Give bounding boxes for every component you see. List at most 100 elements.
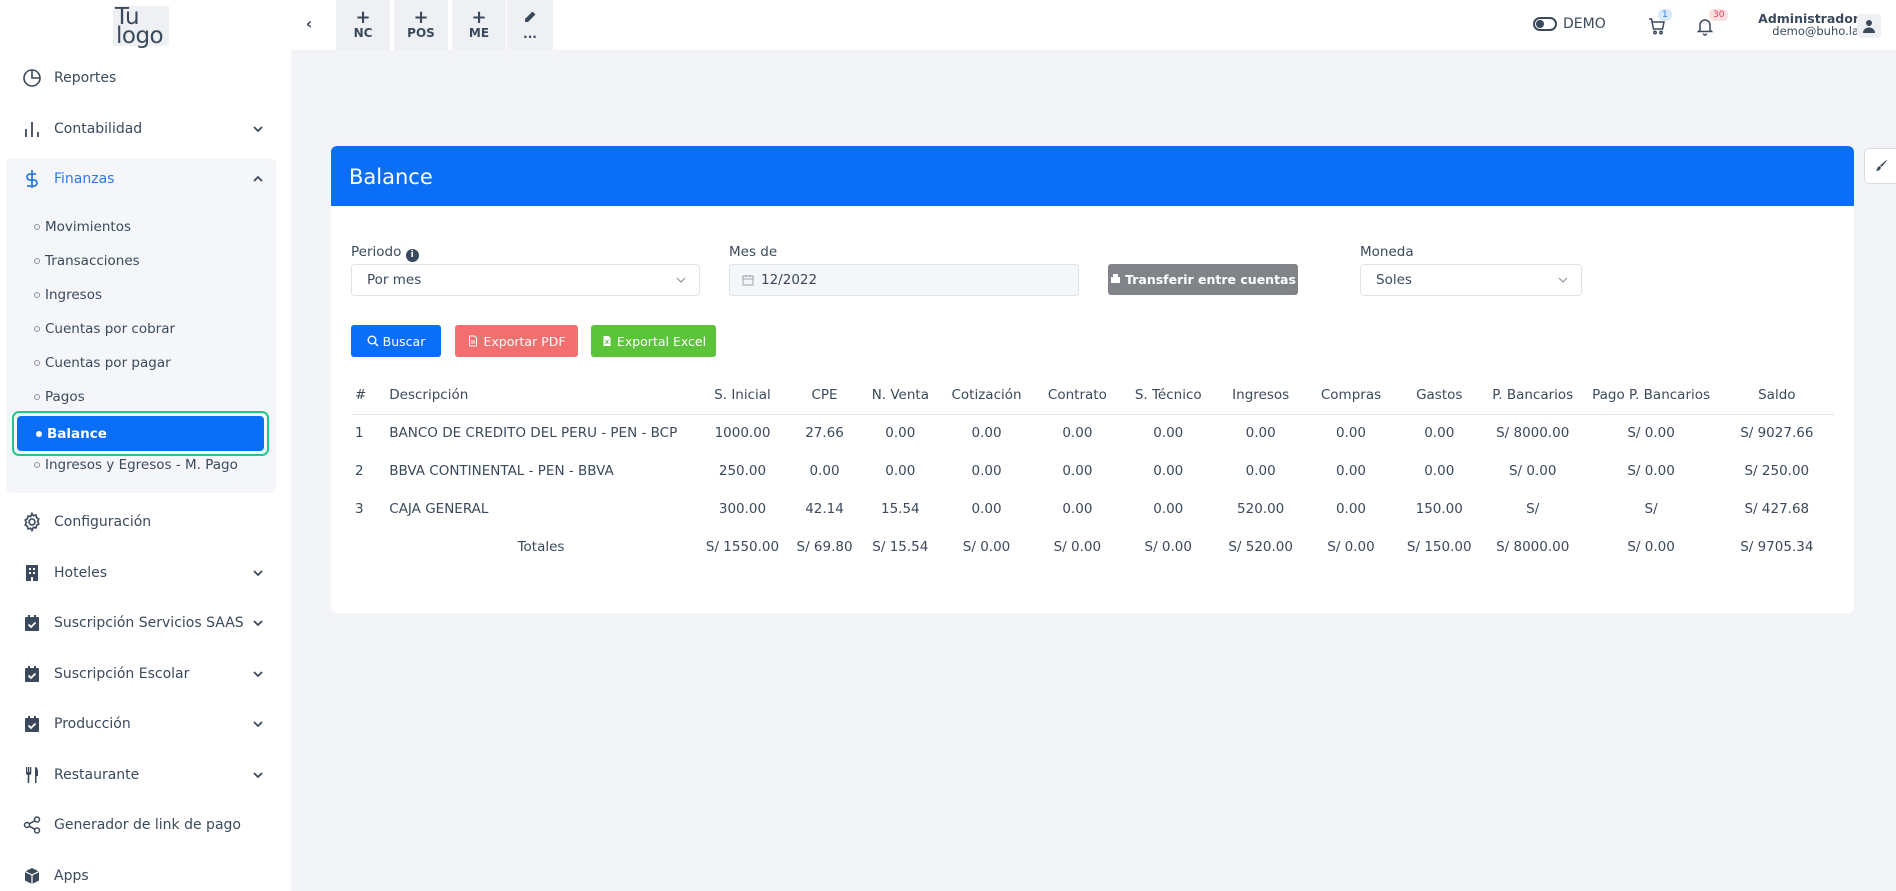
plus-icon: + xyxy=(413,7,429,28)
chevron-down-icon xyxy=(251,616,265,630)
table-cell: 520.00 xyxy=(1237,501,1285,517)
table-cell: 0.00 xyxy=(1153,463,1184,479)
sidebar-item-produccion[interactable]: Producción xyxy=(0,704,291,744)
logo[interactable]: Tu logo xyxy=(113,6,169,49)
table-cell: 0.00 xyxy=(971,463,1002,479)
export-excel-button[interactable]: Exportal Excel xyxy=(591,325,716,357)
customizer-tab[interactable] xyxy=(1864,148,1896,184)
buscar-button[interactable]: Buscar xyxy=(351,325,441,357)
sidebar-item-label: Suscripción Servicios SAAS xyxy=(54,615,244,631)
sidebar-item-label: Apps xyxy=(54,868,89,884)
sub-item-balance[interactable]: Balance xyxy=(17,416,264,451)
table-cell: 0.00 xyxy=(971,425,1002,442)
sidebar-item-label: Producción xyxy=(54,716,131,732)
top-bar: ‹ + NC + POS + ME ... DEMO 1 30 Administ… xyxy=(291,0,1896,50)
sidebar-item-hoteles[interactable]: Hoteles xyxy=(0,553,291,593)
column-header: N. Venta xyxy=(860,376,940,415)
sidebar-item-label: Hoteles xyxy=(54,565,107,581)
totals-row: Totales S/ 1550.00 S/ 69.80 S/ 15.54 S/ 0.00… xyxy=(351,528,1834,566)
table-cell: 3 xyxy=(355,501,364,517)
info-icon[interactable]: i xyxy=(405,249,419,262)
column-header: S. Inicial xyxy=(696,376,789,415)
table-cell: 0.00 xyxy=(1153,501,1184,517)
cart-icon[interactable] xyxy=(1647,16,1667,36)
sidebar-item-label: Generador de link de pago xyxy=(54,817,241,833)
table-cell: 1 xyxy=(355,425,364,442)
chevron-down-icon xyxy=(675,274,687,286)
table-cell: 0.00 xyxy=(885,463,916,479)
totals-cell: Totales xyxy=(517,539,565,555)
table-cell: 42.14 xyxy=(805,501,844,517)
column-header: Gastos xyxy=(1395,376,1483,415)
column-header: CPE xyxy=(788,376,861,415)
table-cell: 27.66 xyxy=(805,425,844,442)
column-header: Contrato xyxy=(1033,376,1122,415)
user-email: demo@buho.la xyxy=(1772,24,1859,38)
moneda-label: Moneda xyxy=(1360,244,1414,260)
calendar-icon xyxy=(742,274,754,286)
sub-item-pagos[interactable]: Pagos xyxy=(34,385,85,409)
chevron-down-icon xyxy=(251,768,265,782)
utensils-icon xyxy=(22,765,42,785)
sub-item-cuentas-por-pagar[interactable]: Cuentas por pagar xyxy=(34,351,171,375)
totals-cell: S/ 8000.00 xyxy=(1496,539,1570,555)
sidebar-item-contabilidad[interactable]: Contabilidad xyxy=(0,109,291,149)
table-cell: 1000.00 xyxy=(714,425,771,442)
sidebar-item-reportes[interactable]: Reportes xyxy=(0,58,291,98)
periodo-select[interactable]: Por mes xyxy=(351,264,700,296)
moneda-select[interactable]: Soles xyxy=(1360,264,1582,296)
table-cell: 0.00 xyxy=(1245,425,1276,442)
mes-date-input[interactable]: 12/2022 xyxy=(729,264,1079,296)
demo-toggle[interactable]: DEMO xyxy=(1533,16,1606,32)
sub-item-cuentas-por-cobrar[interactable]: Cuentas por cobrar xyxy=(34,317,175,341)
sub-item-ingresos[interactable]: Ingresos xyxy=(34,283,102,307)
chevron-left-icon[interactable]: ‹ xyxy=(305,14,313,33)
quick-me-button[interactable]: + ME xyxy=(452,0,506,50)
quick-nc-button[interactable]: + NC xyxy=(336,0,390,50)
pie-chart-icon xyxy=(22,68,42,88)
sub-item-ingresos-egresos[interactable]: Ingresos y Egresos - M. Pago xyxy=(34,453,238,477)
table-cell: 0.00 xyxy=(1424,463,1455,479)
dollar-icon xyxy=(22,169,42,189)
table-cell: 0.00 xyxy=(1062,463,1093,479)
sub-item-transacciones[interactable]: Transacciones xyxy=(34,249,140,273)
chevron-down-icon xyxy=(251,667,265,681)
transfer-button[interactable]: Transferir entre cuentas xyxy=(1108,264,1298,295)
bell-icon[interactable] xyxy=(1695,16,1715,36)
quick-pos-button[interactable]: + POS xyxy=(394,0,448,50)
totals-cell: S/ 0.00 xyxy=(1053,539,1102,555)
totals-cell: S/ 0.00 xyxy=(962,539,1011,555)
share-icon xyxy=(22,815,42,835)
sidebar-item-restaurante[interactable]: Restaurante xyxy=(0,755,291,795)
column-header: Compras xyxy=(1306,376,1396,415)
logo-line-2: logo xyxy=(116,23,164,49)
table-cell: S/ 0.00 xyxy=(1508,463,1557,479)
sub-item-movimientos[interactable]: Movimientos xyxy=(34,215,131,239)
balance-card: Balance Periodo i Por mes Mes de 12/2022… xyxy=(331,146,1854,613)
sidebar-item-label: Contabilidad xyxy=(54,121,143,137)
table-cell: BANCO DE CREDITO DEL PERU - PEN - BCP xyxy=(389,425,678,442)
sidebar-item-label: Restaurante xyxy=(54,767,140,783)
table-cell: CAJA GENERAL xyxy=(389,501,489,517)
calendar-check-icon xyxy=(22,714,42,734)
plus-icon: + xyxy=(471,7,487,28)
column-header: Descripción xyxy=(385,376,697,415)
sidebar-item-suscripcion-escolar[interactable]: Suscripción Escolar xyxy=(0,654,291,694)
file-pdf-icon xyxy=(467,335,479,347)
sidebar-item-apps[interactable]: Apps xyxy=(0,856,291,891)
column-header: Saldo xyxy=(1719,376,1834,415)
table-cell: 0.00 xyxy=(1062,501,1093,517)
chevron-down-icon xyxy=(1557,274,1569,286)
avatar[interactable] xyxy=(1857,14,1881,38)
table-cell: S/ xyxy=(1644,501,1658,517)
sidebar-item-configuracion[interactable]: Configuración xyxy=(0,502,291,542)
sidebar-item-finanzas[interactable]: Finanzas xyxy=(0,159,291,199)
cart-count-badge: 1 xyxy=(1658,9,1672,21)
export-pdf-button[interactable]: Exportar PDF xyxy=(455,325,578,357)
quick-more-button[interactable]: ... xyxy=(507,0,553,50)
totals-cell xyxy=(351,528,385,566)
sidebar-item-generador-link[interactable]: Generador de link de pago xyxy=(0,805,291,845)
table-cell: S/ 250.00 xyxy=(1744,463,1810,479)
user-info[interactable]: Administrador demo@buho.la xyxy=(1745,12,1859,38)
sidebar-item-suscripcion-saas[interactable]: Suscripción Servicios SAAS xyxy=(0,603,291,643)
